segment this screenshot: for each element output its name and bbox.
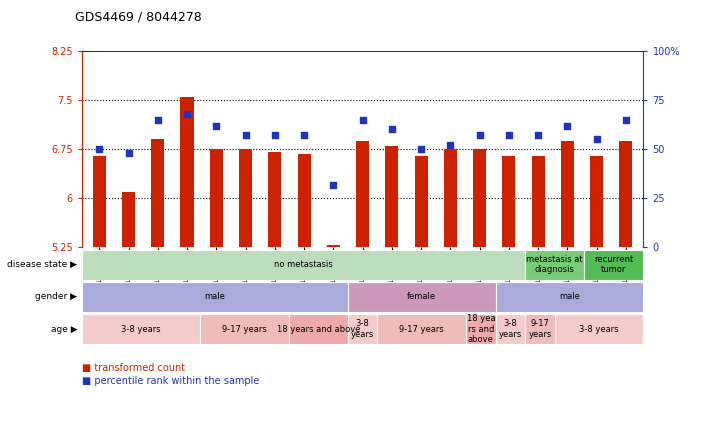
Text: 9-17 years: 9-17 years (222, 324, 267, 334)
Bar (561, 141, 574, 247)
Text: age ▶: age ▶ (51, 324, 77, 334)
Bar (356, 141, 369, 247)
Bar (619, 140, 633, 247)
Text: female: female (407, 292, 437, 302)
Bar (496, 282, 643, 312)
Bar (502, 156, 515, 247)
Bar (297, 154, 311, 247)
Bar (466, 314, 496, 344)
Bar (525, 314, 555, 344)
Text: ■ transformed count: ■ transformed count (82, 363, 185, 374)
Point (591, 136, 602, 143)
Point (94, 146, 105, 153)
Point (562, 122, 573, 129)
Text: 18 years and above: 18 years and above (277, 324, 360, 334)
Bar (584, 250, 643, 280)
Bar (378, 314, 466, 344)
Point (357, 116, 368, 123)
Bar (415, 156, 428, 247)
Point (386, 126, 397, 133)
Point (444, 142, 456, 148)
Text: male: male (204, 292, 225, 302)
Bar (82, 250, 525, 280)
Text: recurrent
tumor: recurrent tumor (594, 255, 634, 275)
Point (474, 132, 486, 139)
Point (415, 146, 427, 153)
Bar (82, 314, 200, 344)
Point (620, 116, 631, 123)
Point (210, 122, 222, 129)
Text: 3-8 years: 3-8 years (579, 324, 619, 334)
Bar (151, 139, 164, 247)
Bar (525, 250, 584, 280)
Text: GDS4469 / 8044278: GDS4469 / 8044278 (75, 10, 201, 23)
Bar (181, 97, 193, 247)
Bar (555, 314, 643, 344)
Bar (268, 152, 282, 247)
Bar (210, 149, 223, 247)
Bar (348, 282, 496, 312)
Bar (122, 192, 135, 247)
Text: gender ▶: gender ▶ (36, 292, 77, 302)
Bar (82, 282, 348, 312)
Bar (239, 149, 252, 247)
Point (240, 132, 251, 139)
Point (533, 132, 544, 139)
Point (152, 116, 164, 123)
Point (123, 150, 134, 157)
Bar (444, 149, 457, 247)
Text: ■ percentile rank within the sample: ■ percentile rank within the sample (82, 376, 259, 386)
Bar (385, 146, 398, 247)
Text: 9-17
years: 9-17 years (528, 319, 552, 339)
Text: male: male (559, 292, 580, 302)
Bar (327, 245, 340, 247)
Text: 3-8
years: 3-8 years (351, 319, 374, 339)
Text: no metastasis: no metastasis (274, 260, 333, 269)
Bar (496, 314, 525, 344)
Point (328, 181, 339, 188)
Text: disease state ▶: disease state ▶ (8, 260, 77, 269)
Bar (473, 149, 486, 247)
Point (269, 132, 281, 139)
Bar (532, 156, 545, 247)
Bar (200, 314, 289, 344)
Point (503, 132, 515, 139)
Text: 9-17 years: 9-17 years (400, 324, 444, 334)
Text: metastasis at
diagnosis: metastasis at diagnosis (526, 255, 583, 275)
Point (299, 132, 310, 139)
Bar (348, 314, 378, 344)
Text: 18 yea
rs and
above: 18 yea rs and above (466, 314, 495, 344)
Text: 3-8 years: 3-8 years (121, 324, 161, 334)
Bar (590, 156, 603, 247)
Point (181, 110, 193, 117)
Bar (289, 314, 348, 344)
Text: 3-8
years: 3-8 years (499, 319, 522, 339)
Bar (92, 156, 106, 247)
